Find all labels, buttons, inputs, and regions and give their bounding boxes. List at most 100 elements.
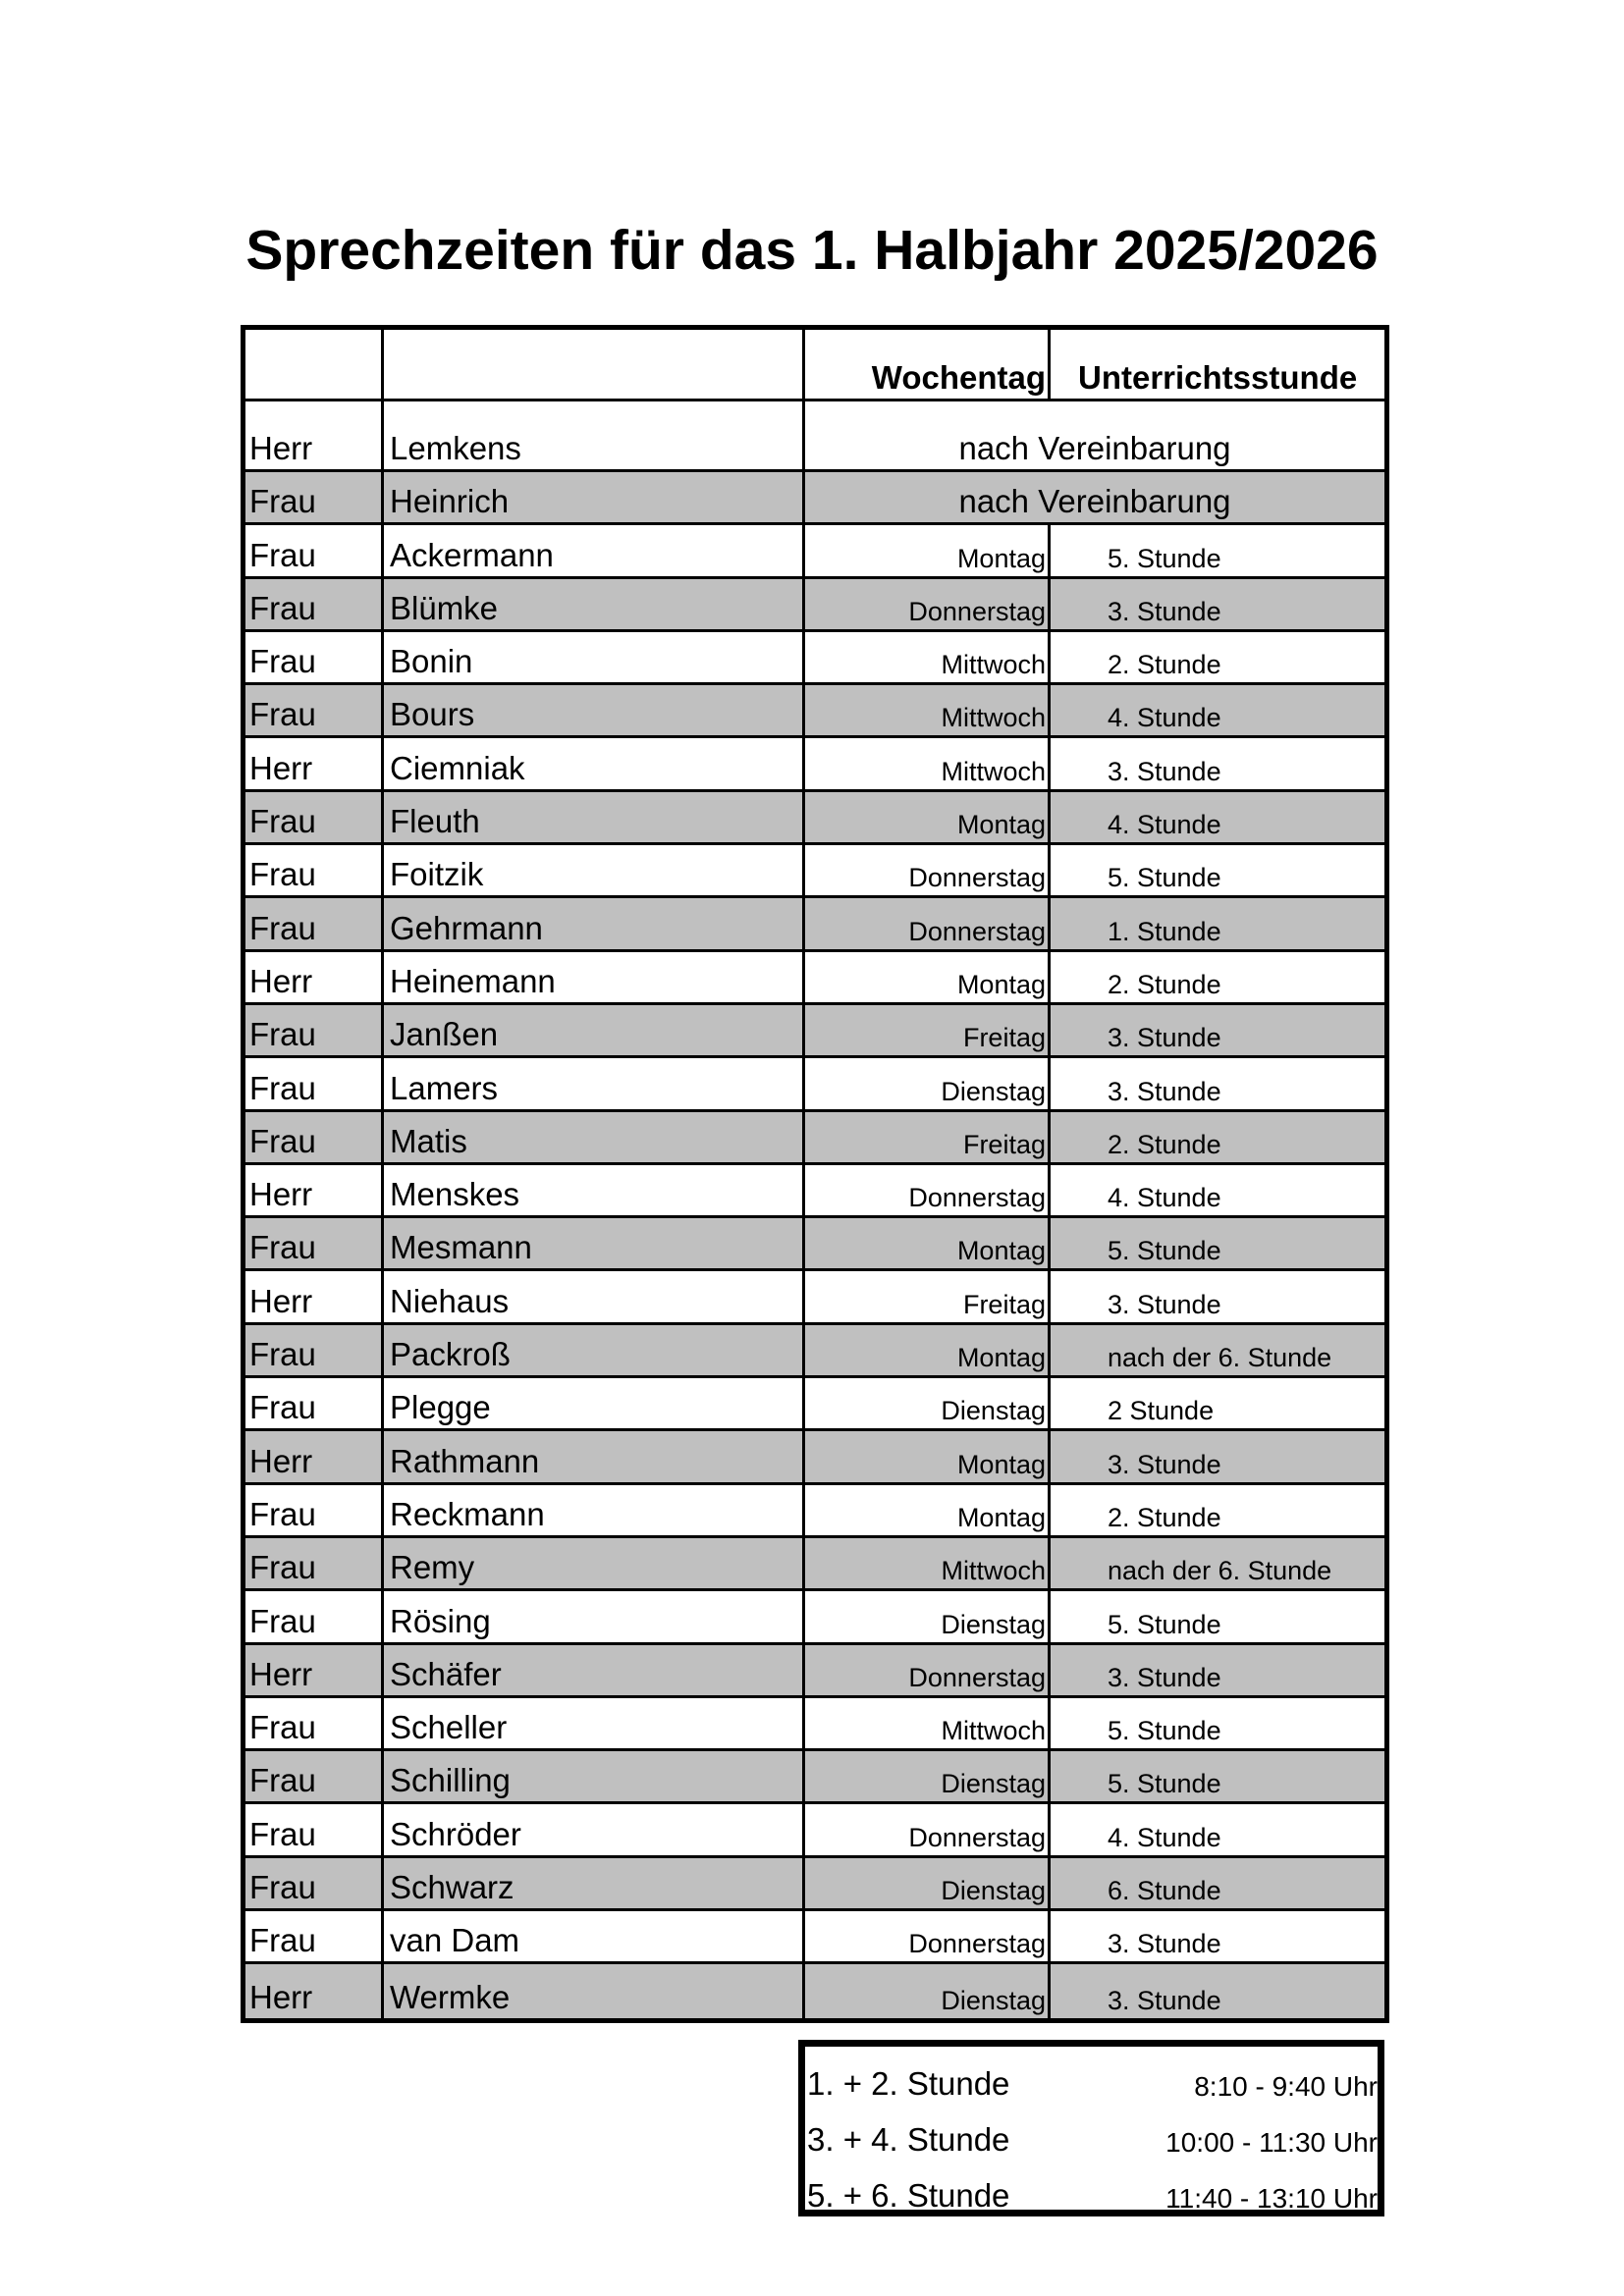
lesson: 5. Stunde <box>1108 1716 1221 1746</box>
weekday: Freitag <box>805 1271 1051 1322</box>
teacher-title: Herr <box>245 1644 384 1695</box>
lesson: 2. Stunde <box>1108 1129 1221 1159</box>
lesson: 3. Stunde <box>1108 1023 1221 1053</box>
weekday: Mittwoch <box>805 631 1051 683</box>
lesson: 3. Stunde <box>1108 1449 1221 1479</box>
lesson: nach der 6. Stunde <box>1108 1556 1332 1586</box>
table-row: Frau Scheller Mittwoch 5. Stunde <box>245 1697 1384 1752</box>
lesson: 2. Stunde <box>1108 650 1221 680</box>
weekday: Donnerstag <box>805 578 1051 629</box>
table-row: Herr Menskes Donnerstag 4. Stunde <box>245 1164 1384 1219</box>
teacher-title: Frau <box>245 1324 384 1376</box>
lesson: nach der 6. Stunde <box>1108 1343 1332 1373</box>
lesson: 4. Stunde <box>1108 1822 1221 1852</box>
table-row: Herr Niehaus Freitag 3. Stunde <box>245 1271 1384 1325</box>
lesson-period: 1. + 2. Stunde <box>807 2065 1010 2102</box>
teacher-name: Mesmann <box>384 1218 805 1269</box>
weekday: Donnerstag <box>805 898 1051 949</box>
lesson: 2. Stunde <box>1108 969 1221 999</box>
table-row: Frau Plegge Dienstag 2 Stunde <box>245 1378 1384 1432</box>
weekday: Donnerstag <box>805 1644 1051 1695</box>
header-name <box>384 330 805 399</box>
teacher-title: Frau <box>245 631 384 683</box>
lesson: 2. Stunde <box>1108 1502 1221 1532</box>
teacher-title: Frau <box>245 578 384 629</box>
weekday: Montag <box>805 525 1051 576</box>
weekday: Freitag <box>805 1004 1051 1056</box>
appointment-note: nach Vereinbarung <box>958 483 1231 520</box>
office-hours-table: Wochentag Unterrichtsstunde Herr Lemkens n… <box>241 325 1389 2023</box>
teacher-name: van Dam <box>384 1911 805 1962</box>
appointment-note: nach Vereinbarung <box>958 430 1231 466</box>
teacher-name: Blümke <box>384 578 805 629</box>
header-lesson: Unterrichtsstunde <box>1078 359 1358 396</box>
lesson: 4. Stunde <box>1108 703 1221 733</box>
table-row: Frau Remy Mittwoch nach der 6. Stunde <box>245 1537 1384 1592</box>
table-row: Herr Heinemann Montag 2. Stunde <box>245 951 1384 1005</box>
teacher-title: Herr <box>245 401 384 469</box>
table-row: Frau Mesmann Montag 5. Stunde <box>245 1218 1384 1272</box>
table-row: Frau Schröder Donnerstag 4. Stunde <box>245 1804 1384 1858</box>
teacher-title: Frau <box>245 1218 384 1269</box>
weekday: Montag <box>805 1484 1051 1535</box>
lesson: 3. Stunde <box>1108 1985 1221 2015</box>
teacher-name: Schäfer <box>384 1644 805 1695</box>
page-title: Sprechzeiten für das 1. Halbjahr 2025/20… <box>245 219 1379 282</box>
teacher-name: Schilling <box>384 1751 805 1802</box>
table-row: Frau Ackermann Montag 5. Stunde <box>245 525 1384 579</box>
header-title <box>245 330 384 399</box>
teacher-title: Herr <box>245 738 384 789</box>
teacher-title: Frau <box>245 472 384 523</box>
table-row: Frau Heinrich nach Vereinbarung <box>245 472 1384 526</box>
teacher-name: Lemkens <box>384 401 805 469</box>
teacher-title: Frau <box>245 525 384 576</box>
table-row: Frau Lamers Dienstag 3. Stunde <box>245 1058 1384 1112</box>
weekday: Mittwoch <box>805 1537 1051 1589</box>
teacher-name: Packroß <box>384 1324 805 1376</box>
teacher-name: Niehaus <box>384 1271 805 1322</box>
weekday: Mittwoch <box>805 685 1051 736</box>
weekday: Dienstag <box>805 1591 1051 1642</box>
teacher-name: Wermke <box>384 1964 805 2018</box>
table-row: Herr Schäfer Donnerstag 3. Stunde <box>245 1644 1384 1698</box>
weekday: Donnerstag <box>805 1804 1051 1855</box>
lesson-period: 5. + 6. Stunde <box>807 2177 1010 2214</box>
teacher-name: Rösing <box>384 1591 805 1642</box>
teacher-title: Frau <box>245 685 384 736</box>
weekday: Donnerstag <box>805 1911 1051 1962</box>
weekday: Dienstag <box>805 1378 1051 1429</box>
lesson-time: 10:00 - 11:30 Uhr <box>1165 2127 1378 2158</box>
table-row: Herr Ciemniak Mittwoch 3. Stunde <box>245 738 1384 792</box>
lesson: 4. Stunde <box>1108 1183 1221 1213</box>
lesson: 5. Stunde <box>1108 1236 1221 1266</box>
weekday: Montag <box>805 1218 1051 1269</box>
teacher-name: Scheller <box>384 1697 805 1749</box>
teacher-name: Schröder <box>384 1804 805 1855</box>
teacher-name: Janßen <box>384 1004 805 1056</box>
teacher-name: Foitzik <box>384 845 805 896</box>
lesson: 3. Stunde <box>1108 596 1221 626</box>
table-row: Frau Rösing Dienstag 5. Stunde <box>245 1591 1384 1645</box>
table-row: Frau Foitzik Donnerstag 5. Stunde <box>245 845 1384 899</box>
table-row: Frau Matis Freitag 2. Stunde <box>245 1111 1384 1165</box>
teacher-name: Gehrmann <box>384 898 805 949</box>
table-row: Frau Bours Mittwoch 4. Stunde <box>245 685 1384 739</box>
weekday: Montag <box>805 1431 1051 1482</box>
teacher-title: Frau <box>245 1751 384 1802</box>
teacher-name: Ackermann <box>384 525 805 576</box>
lesson: 5. Stunde <box>1108 1769 1221 1799</box>
teacher-title: Frau <box>245 1484 384 1535</box>
teacher-title: Frau <box>245 1058 384 1109</box>
teacher-name: Bonin <box>384 631 805 683</box>
teacher-name: Lamers <box>384 1058 805 1109</box>
teacher-name: Matis <box>384 1111 805 1162</box>
teacher-title: Frau <box>245 1857 384 1909</box>
table-row: Frau Janßen Freitag 3. Stunde <box>245 1004 1384 1059</box>
teacher-title: Herr <box>245 951 384 1002</box>
teacher-title: Herr <box>245 1164 384 1216</box>
weekday: Dienstag <box>805 1058 1051 1109</box>
lesson: 3. Stunde <box>1108 1929 1221 1959</box>
lesson-times-box: 1. + 2. Stunde 8:10 - 9:40 Uhr 3. + 4. Stu… <box>798 2040 1384 2216</box>
table-row: Frau Schwarz Dienstag 6. Stunde <box>245 1857 1384 1912</box>
lesson: 5. Stunde <box>1108 543 1221 573</box>
